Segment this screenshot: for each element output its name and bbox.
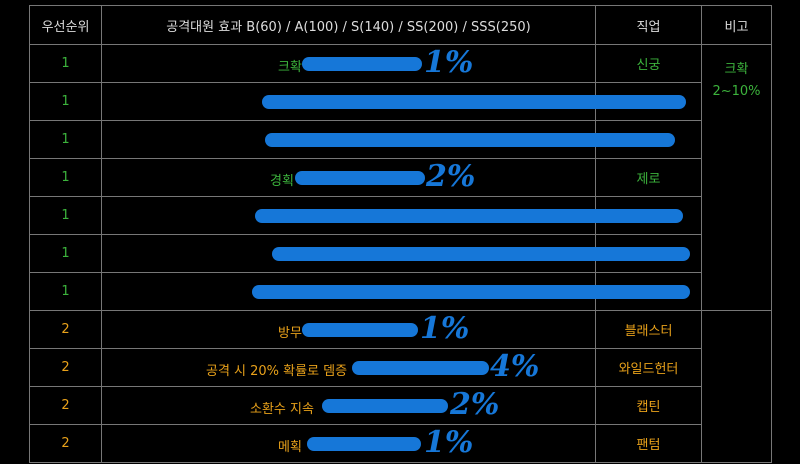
job-cell: 신궁 [595, 44, 702, 83]
redaction-mark [302, 57, 422, 71]
table-row: 2 메획 1% 팬텀 [29, 424, 772, 463]
effect-text: 경획 [270, 174, 294, 189]
job-cell [595, 196, 702, 235]
table-row: 1 [29, 82, 772, 121]
effect-cell: 크확 1% [101, 44, 596, 83]
effect-text: 소환수 지속 [250, 402, 314, 417]
effect-cell [101, 82, 686, 121]
header-priority: 우선순위 [29, 5, 102, 45]
job-cell: 와일드헌터 [595, 348, 702, 387]
priority-cell: 1 [29, 196, 102, 235]
effect-cell [101, 234, 690, 273]
redaction-mark [302, 323, 418, 337]
priority-cell: 1 [29, 234, 102, 273]
job-cell [595, 234, 702, 273]
effect-cell [101, 272, 690, 311]
redaction-mark [307, 437, 421, 451]
header-effect: 공격대원 효과 B(60) / A(100) / S(140) / SS(200… [101, 5, 596, 45]
effect-cell: 소환수 지속 2% [101, 386, 596, 425]
handwritten-percent: 4% [490, 349, 540, 384]
table-row: 1 크확 1% 신궁 크확 2~10% [29, 44, 772, 311]
job-cell: 팬텀 [595, 424, 702, 463]
handwritten-percent: 2% [426, 159, 476, 194]
priority-cell: 1 [29, 158, 102, 197]
effect-text: 크확 [278, 60, 302, 75]
table-row: 2 공격 시 20% 확률로 뎀증 4% 와일드헌터 [29, 348, 772, 387]
job-cell [595, 120, 702, 159]
header-job: 직업 [595, 5, 702, 45]
effect-text: 방무 [278, 326, 302, 341]
redaction-mark [352, 361, 489, 375]
note-cell-empty [701, 310, 772, 463]
handwritten-percent: 2% [450, 387, 500, 422]
handwritten-percent: 1% [424, 425, 474, 460]
job-cell: 제로 [595, 158, 702, 197]
redaction-mark [255, 209, 683, 223]
redaction-mark [322, 399, 448, 413]
priority-cell: 2 [29, 424, 102, 463]
redaction-mark [265, 133, 675, 147]
job-cell: 블래스터 [595, 310, 702, 349]
priority-cell: 1 [29, 44, 102, 83]
handwritten-percent: 1% [420, 311, 470, 346]
header-note: 비고 [701, 5, 772, 45]
priority-cell: 1 [29, 272, 102, 311]
effect-cell: 메획 1% [101, 424, 596, 463]
table-row: 1 경획 2% 제로 [29, 158, 772, 197]
note-cell: 크확 2~10% [701, 44, 772, 311]
priority-cell: 1 [29, 82, 102, 121]
note-line-2: 2~10% [712, 84, 761, 99]
raid-effect-table: 우선순위 공격대원 효과 B(60) / A(100) / S(140) / S… [29, 5, 772, 463]
table-row: 1 [29, 196, 772, 235]
effect-cell: 방무 1% [101, 310, 596, 349]
priority-cell: 1 [29, 120, 102, 159]
effect-text: 메획 [278, 440, 302, 455]
priority-cell: 2 [29, 386, 102, 425]
table-row: 1 [29, 234, 772, 273]
priority-cell: 2 [29, 310, 102, 349]
header-row: 우선순위 공격대원 효과 B(60) / A(100) / S(140) / S… [29, 5, 772, 45]
handwritten-percent: 1% [424, 45, 474, 80]
note-line-1: 크확 [724, 62, 749, 77]
job-cell: 캡틴 [595, 386, 702, 425]
table-row: 1 [29, 272, 772, 311]
table-row: 2 소환수 지속 2% 캡틴 [29, 386, 772, 425]
redaction-mark [262, 95, 686, 109]
effect-cell [101, 196, 683, 235]
effect-text: 공격 시 20% 확률로 뎀증 [206, 364, 348, 379]
job-cell [595, 272, 702, 311]
redaction-mark [252, 285, 690, 299]
redaction-mark [272, 247, 690, 261]
effect-cell: 공격 시 20% 확률로 뎀증 4% [101, 348, 596, 387]
priority-cell: 2 [29, 348, 102, 387]
table-row: 1 [29, 120, 772, 159]
effect-cell: 경획 2% [101, 158, 596, 197]
job-cell [595, 82, 702, 121]
redaction-mark [295, 171, 425, 185]
table-row: 2 방무 1% 블래스터 [29, 310, 772, 463]
effect-cell [101, 120, 675, 159]
